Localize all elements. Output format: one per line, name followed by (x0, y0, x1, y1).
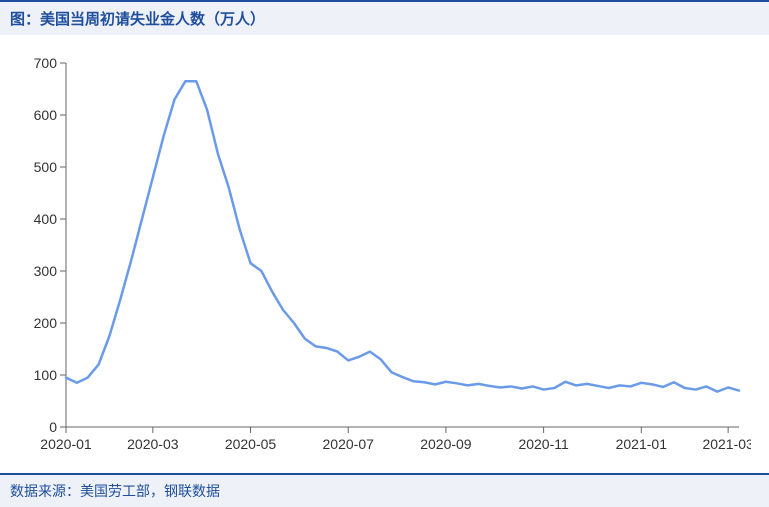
svg-text:100: 100 (34, 367, 58, 383)
svg-text:300: 300 (34, 263, 58, 279)
chart-area: 0 100 200 300 400 500 600 700 2020-01 2020-03 2020… (18, 45, 751, 465)
svg-text:2020-01: 2020-01 (40, 436, 92, 452)
svg-text:2020-09: 2020-09 (420, 436, 472, 452)
chart-title: 图：美国当周初请失业金人数（万人） (10, 11, 265, 28)
svg-text:0: 0 (49, 419, 57, 435)
svg-text:600: 600 (34, 107, 58, 123)
svg-text:200: 200 (34, 315, 58, 331)
svg-text:2020-11: 2020-11 (518, 436, 569, 452)
svg-text:2020-05: 2020-05 (225, 436, 277, 452)
svg-text:2020-07: 2020-07 (323, 436, 375, 452)
svg-text:2021-03: 2021-03 (702, 436, 751, 452)
chart-title-bar: 图：美国当周初请失业金人数（万人） (0, 0, 769, 35)
chart-source-bar: 数据来源：美国劳工部，钢联数据 (0, 473, 769, 507)
svg-text:400: 400 (34, 211, 58, 227)
svg-text:2021-01: 2021-01 (616, 436, 668, 452)
line-chart: 0 100 200 300 400 500 600 700 2020-01 2020-03 2020… (18, 45, 751, 465)
svg-text:500: 500 (34, 159, 58, 175)
svg-text:700: 700 (34, 55, 58, 71)
chart-source: 数据来源：美国劳工部，钢联数据 (10, 483, 220, 499)
svg-text:2020-03: 2020-03 (127, 436, 179, 452)
